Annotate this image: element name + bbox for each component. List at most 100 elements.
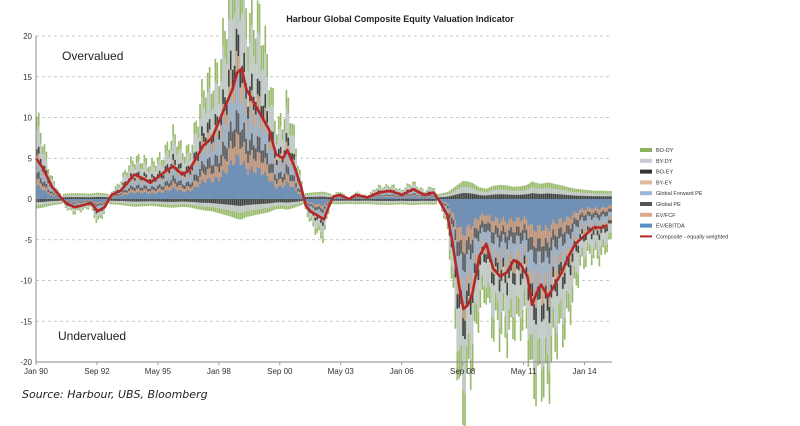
band-bar-ev-ebitda — [596, 199, 599, 209]
x-tick-label: May 11 — [511, 367, 537, 376]
band-bar-ev-ebitda — [218, 181, 221, 199]
band-bar-ev-ebitda — [356, 197, 359, 199]
band-bar-ev-ebitda — [533, 199, 535, 231]
band-bar-ev-ebitda — [187, 190, 190, 199]
band-bar-ev-ebitda — [429, 197, 432, 199]
band-bar-ev-ebitda — [241, 164, 244, 199]
band-bar-ev-ebitda — [565, 199, 568, 217]
band-bar-ev-ebitda — [197, 187, 199, 199]
band-bar-ev-ebitda — [72, 199, 75, 202]
band-bar-ev-ebitda — [74, 199, 77, 202]
band-bar-ev-ebitda — [462, 199, 464, 235]
band-bar-ev-ebitda — [147, 193, 149, 199]
band-bar-ev-ebitda — [585, 199, 587, 210]
band-bar-ev-ebitda — [299, 194, 301, 199]
band-bar-ev-ebitda — [116, 196, 119, 199]
band-bar-ev-ebitda — [471, 199, 474, 227]
band-bar-ev-ebitda — [433, 197, 436, 199]
band-bar-ev-ebitda — [322, 199, 324, 206]
band-bar-ev-ebitda — [525, 199, 528, 220]
band-bar-ev-ebitda — [229, 160, 232, 199]
band-bar-ev-ebitda — [398, 197, 401, 199]
band-bar-ev-ebitda — [124, 194, 126, 199]
band-bar-ev-ebitda — [548, 199, 551, 232]
band-bar-ev-ebitda — [285, 181, 288, 199]
band-bar-ev-ebitda — [456, 199, 459, 228]
chart-title: Harbour Global Composite Equity Valuatio… — [286, 14, 514, 24]
band-bar-ev-ebitda — [49, 195, 52, 199]
band-bar-ev-ebitda — [70, 199, 73, 201]
band-bar-ev-ebitda — [608, 199, 610, 206]
band-bar-ev-ebitda — [105, 199, 107, 201]
band-bar-ev-ebitda — [237, 156, 240, 199]
band-bar-ev-ebitda — [594, 199, 597, 208]
band-bar-ev-ebitda — [379, 196, 382, 199]
y-tick-label: -5 — [25, 236, 33, 245]
band-bar-ev-ebitda — [180, 189, 182, 199]
band-bar-ev-ebitda — [552, 199, 555, 220]
band-bar-ev-ebitda — [258, 168, 261, 199]
band-bar-ev-ebitda — [206, 179, 209, 199]
legend-label-ev-ebitda: EV/EBITDA — [656, 224, 685, 230]
band-bar-ev-ebitda — [491, 199, 493, 221]
band-bar-ev-ebitda — [281, 188, 284, 199]
band-bar-ev-ebitda — [531, 199, 533, 225]
band-bar-ev-ebitda — [360, 198, 363, 199]
band-bar-ev-ebitda — [573, 199, 576, 212]
band-bar-ev-ebitda — [137, 191, 140, 199]
band-bar-ev-ebitda — [523, 199, 526, 216]
band-bar-ev-ebitda — [393, 196, 395, 199]
legend-swatch-global-pe — [640, 202, 652, 206]
component-bands — [36, 0, 612, 426]
band-bar-ev-ebitda — [475, 199, 478, 219]
band-bar-ev-ebitda — [546, 199, 549, 229]
band-bar-ev-ebitda — [279, 185, 282, 199]
legend-swatch-ev-ebitda — [640, 223, 652, 228]
band-bar-ev-ebitda — [466, 199, 468, 227]
band-bar-ev-ebitda — [249, 169, 251, 199]
band-bar-ev-ebitda — [567, 199, 570, 217]
band-bar-ev-ebitda — [291, 187, 293, 199]
band-bar-ev-ebitda — [82, 199, 84, 201]
band-bar-ev-ebitda — [446, 199, 449, 204]
band-bar-ev-ebitda — [450, 199, 453, 212]
band-bar-ev-ebitda — [324, 199, 326, 204]
band-bar-ev-ebitda — [550, 199, 553, 225]
y-tick-label: 20 — [23, 32, 32, 41]
band-bar-ev-ebitda — [454, 199, 457, 220]
band-bar-ev-ebitda — [91, 199, 94, 201]
y-tick-label: 15 — [23, 73, 32, 82]
band-bar-ev-ebitda — [460, 199, 462, 227]
band-bar-ev-ebitda — [103, 199, 105, 202]
band-bar-ev-ebitda — [312, 199, 315, 204]
x-tick-label: May 95 — [145, 367, 172, 376]
band-bar-ev-ebitda — [141, 193, 144, 199]
band-bar-ev-ebitda — [588, 199, 591, 208]
band-bar-ev-ebitda — [404, 197, 407, 199]
band-bar-ev-ebitda — [498, 199, 501, 224]
band-bar-ev-ebitda — [204, 182, 207, 199]
band-bar-ev-ebitda — [395, 197, 397, 199]
band-bar-ev-ebitda — [468, 199, 470, 225]
band-bar-ev-ebitda — [226, 173, 228, 199]
band-bar-ev-ebitda — [510, 199, 512, 218]
band-bar-ev-ebitda — [473, 199, 476, 219]
band-bar-ev-ebitda — [239, 165, 242, 199]
band-bar-ev-ebitda — [592, 199, 595, 209]
legend: BO-DY BY-DY BO-EY BY-EY Global Forward PE Glo… — [640, 148, 728, 240]
band-bar-ev-ebitda — [178, 189, 180, 199]
band-bar-ev-ebitda — [610, 199, 612, 206]
band-bar-ev-ebitda — [199, 183, 201, 199]
band-bar-ev-ebitda — [391, 196, 393, 199]
band-bar-ev-ebitda — [517, 199, 520, 218]
band-bar-ev-ebitda — [396, 197, 399, 199]
x-tick-label: Sep 00 — [267, 367, 293, 376]
band-bar-ev-ebitda — [149, 193, 151, 199]
band-bar-ev-ebitda — [287, 182, 290, 199]
legend-swatch-by-ey — [640, 180, 652, 185]
band-bar-ev-ebitda — [195, 186, 197, 199]
band-bar-ev-ebitda — [387, 196, 389, 199]
band-bar-ev-ebitda — [262, 174, 265, 199]
band-bar-ev-ebitda — [101, 199, 103, 203]
